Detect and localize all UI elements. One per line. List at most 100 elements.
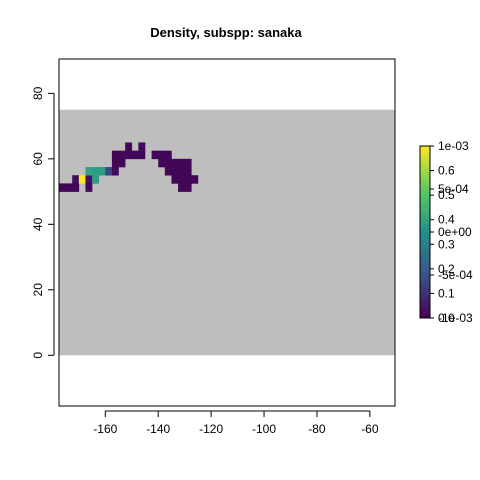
x-tick-label: -140 xyxy=(146,422,170,436)
heatmap-cell xyxy=(171,175,179,184)
legend-swatch xyxy=(420,223,430,229)
legend-swatch xyxy=(420,197,430,203)
legend-swatch xyxy=(420,292,430,297)
legend-swatch xyxy=(420,313,430,319)
heatmap-cell xyxy=(184,167,192,176)
heatmap-cell xyxy=(171,158,179,168)
legend-swatch xyxy=(420,206,430,211)
color-legend: 0.0 0.1 0.2 0.3 0.4 0.5 0.6 -1e-03 -5e-04 0e+00 5e… xyxy=(419,139,473,325)
heatmap-cell xyxy=(184,175,192,184)
x-tick-label: -100 xyxy=(252,422,276,436)
legend-swatch xyxy=(420,176,430,181)
legend-swatch xyxy=(420,210,430,216)
y-tick-label: 60 xyxy=(31,152,45,166)
heatmap-cell xyxy=(164,167,172,176)
legend-swatch xyxy=(420,193,430,198)
legend-tick-label: 0.6 xyxy=(438,164,455,178)
heatmap-cell xyxy=(178,175,185,184)
heatmap-cell xyxy=(164,150,172,160)
heatmap-cell xyxy=(72,175,80,184)
legend-swatch xyxy=(420,189,430,194)
legend-swatch xyxy=(420,158,430,164)
plot-panel xyxy=(59,109,395,356)
legend-tick-label: 0.1 xyxy=(438,286,455,300)
y-tick-label: 40 xyxy=(31,217,45,231)
chart-title: Density, subspp: sanaka xyxy=(150,25,302,40)
legend-swatch xyxy=(420,279,430,284)
legend-swatch xyxy=(420,253,430,259)
y-axis: 0 20 40 60 80 xyxy=(31,86,55,359)
legend-swatch xyxy=(420,219,430,224)
heatmap-cell xyxy=(191,175,199,184)
heatmap-cell xyxy=(184,158,192,168)
heatmap-cell xyxy=(125,150,133,160)
legend-swatch xyxy=(420,232,430,237)
heatmap-cell xyxy=(111,167,119,176)
heatmap-cell xyxy=(72,183,80,192)
x-tick-label: -120 xyxy=(199,422,223,436)
heatmap-cell xyxy=(85,175,93,184)
legend-swatch xyxy=(420,262,430,267)
legend-swatch xyxy=(420,150,430,155)
heatmap-cell xyxy=(131,150,139,160)
legend-swatch xyxy=(420,201,430,207)
heatmap-cell xyxy=(158,158,166,168)
legend-tick-label: -5e-04 xyxy=(438,268,473,282)
legend-swatch xyxy=(420,146,430,151)
heatmap-cell xyxy=(164,158,172,168)
legend-tick-label: 5e-04 xyxy=(438,182,469,196)
x-tick-label: -160 xyxy=(93,422,117,436)
heatmap-cell xyxy=(125,142,133,151)
y-tick-label: 0 xyxy=(31,352,45,359)
legend-tick-label: 0e+00 xyxy=(438,225,472,239)
legend-swatch xyxy=(420,283,430,289)
legend-swatch xyxy=(420,244,430,250)
legend-swatch xyxy=(420,275,430,280)
legend-swatch xyxy=(420,184,430,190)
y-tick-label: 80 xyxy=(31,86,45,100)
heatmap-cell xyxy=(65,183,73,192)
legend-tick-label: 0.0 xyxy=(438,311,455,325)
heatmap-cell xyxy=(178,167,185,176)
legend-swatch xyxy=(420,309,430,315)
legend-swatch xyxy=(420,270,430,276)
legend-tick-label: 1e-03 xyxy=(438,139,469,153)
heatmap-cell xyxy=(138,142,146,151)
heatmap-cell xyxy=(151,150,159,160)
legend-swatch xyxy=(420,240,430,246)
y-tick-label: 20 xyxy=(31,283,45,297)
heatmap-cell xyxy=(118,158,126,168)
heatmap-cell xyxy=(85,167,93,176)
legend-swatch xyxy=(420,180,430,186)
heatmap-cell xyxy=(184,183,192,192)
legend-swatch xyxy=(420,227,430,233)
heatmap-cell xyxy=(85,183,93,192)
legend-swatch xyxy=(420,167,430,173)
heatmap-cell xyxy=(178,183,185,192)
heatmap-cell xyxy=(171,167,179,176)
background-region xyxy=(59,109,395,356)
legend-swatch xyxy=(420,305,430,310)
legend-swatch xyxy=(420,266,430,272)
legend-swatch xyxy=(420,300,430,306)
x-tick-label: -60 xyxy=(361,422,379,436)
legend-tick-label: 0.2 xyxy=(438,262,455,276)
legend-swatch xyxy=(420,296,430,302)
heatmap-cell xyxy=(78,175,86,184)
heatmap-cell xyxy=(138,150,146,160)
heatmap-cell xyxy=(111,150,119,160)
legend-swatch xyxy=(420,171,430,177)
heatmap-cell xyxy=(111,158,119,168)
legend-tick-label: 0.3 xyxy=(438,237,455,251)
heatmap-cell xyxy=(105,167,113,176)
legend-swatch xyxy=(420,236,430,241)
legend-swatch xyxy=(420,214,430,220)
x-axis: -160 -140 -120 -100 -80 -60 xyxy=(93,410,379,436)
heatmap-cell xyxy=(178,158,185,168)
x-tick-label: -80 xyxy=(308,422,326,436)
legend-swatch xyxy=(420,287,430,293)
heatmap-cell xyxy=(98,167,106,176)
legend-tick-label: 0.4 xyxy=(438,213,455,227)
legend-swatch xyxy=(420,163,430,168)
heatmap-cell xyxy=(92,175,99,184)
